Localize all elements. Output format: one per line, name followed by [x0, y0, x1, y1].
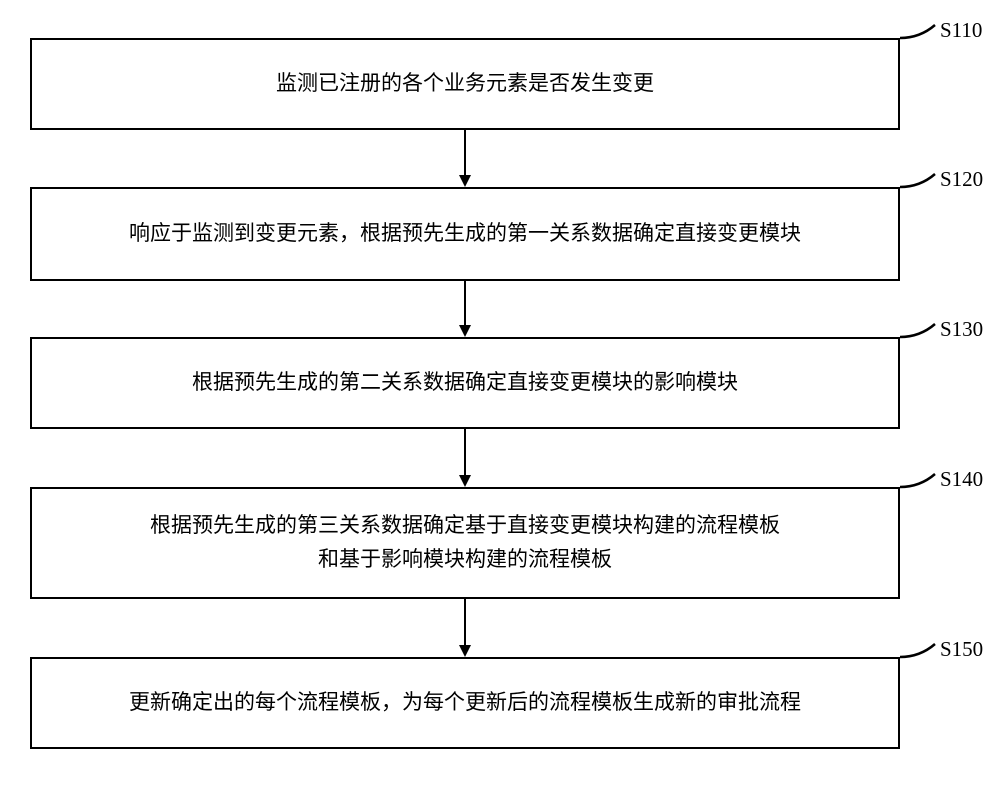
step-label-s150: S150 — [940, 637, 983, 662]
flow-step-s120: 响应于监测到变更元素，根据预先生成的第一关系数据确定直接变更模块 — [30, 187, 900, 281]
step-label-s140: S140 — [940, 467, 983, 492]
flow-arrow — [455, 429, 475, 487]
callout-curve — [898, 23, 937, 40]
flow-step-s150: 更新确定出的每个流程模板，为每个更新后的流程模板生成新的审批流程 — [30, 657, 900, 749]
step-label-s110: S110 — [940, 18, 982, 43]
flow-step-s110: 监测已注册的各个业务元素是否发生变更 — [30, 38, 900, 130]
callout-curve — [898, 642, 937, 659]
flow-step-text: 更新确定出的每个流程模板，为每个更新后的流程模板生成新的审批流程 — [129, 686, 801, 720]
flow-step-s130: 根据预先生成的第二关系数据确定直接变更模块的影响模块 — [30, 337, 900, 429]
callout-curve — [898, 172, 937, 189]
flow-step-text: 和基于影响模块构建的流程模板 — [318, 543, 612, 577]
step-label-s120: S120 — [940, 167, 983, 192]
flow-arrow — [455, 281, 475, 337]
flow-step-text: 监测已注册的各个业务元素是否发生变更 — [276, 67, 654, 101]
flow-step-text: 根据预先生成的第二关系数据确定直接变更模块的影响模块 — [192, 366, 738, 400]
callout-curve — [898, 472, 937, 489]
flow-arrow — [455, 130, 475, 187]
flow-step-text: 响应于监测到变更元素，根据预先生成的第一关系数据确定直接变更模块 — [129, 217, 801, 251]
flowchart-canvas: 监测已注册的各个业务元素是否发生变更 S110 响应于监测到变更元素，根据预先生成的… — [0, 0, 1000, 785]
callout-curve — [898, 322, 937, 339]
flow-step-text: 根据预先生成的第三关系数据确定基于直接变更模块构建的流程模板 — [150, 509, 780, 543]
flow-arrow — [455, 599, 475, 657]
step-label-s130: S130 — [940, 317, 983, 342]
flow-step-s140: 根据预先生成的第三关系数据确定基于直接变更模块构建的流程模板和基于影响模块构建的… — [30, 487, 900, 599]
